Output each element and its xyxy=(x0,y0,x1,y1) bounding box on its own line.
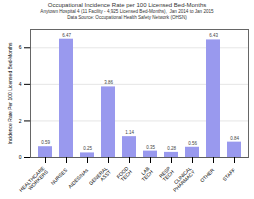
svg-text:0.56: 0.56 xyxy=(188,140,197,145)
svg-text:CLINICALPHARMACY: CLINICALPHARMACY xyxy=(168,164,196,192)
svg-text:0: 0 xyxy=(19,154,22,160)
svg-text:0.35: 0.35 xyxy=(146,144,155,149)
svg-text:6.47: 6.47 xyxy=(62,32,71,37)
svg-text:Incidence Rate Per 100 License: Incidence Rate Per 100 Licensed Bed-Mont… xyxy=(7,42,13,145)
svg-text:0.59: 0.59 xyxy=(41,140,50,145)
svg-text:HEALTHCAREWORKERS: HEALTHCAREWORKERS xyxy=(18,164,50,196)
svg-text:AIDES/NAs: AIDES/NAs xyxy=(67,166,90,189)
svg-text:OTHER: OTHER xyxy=(199,166,216,183)
svg-text:FOODTECH: FOODTECH xyxy=(115,165,133,183)
svg-text:STAFF: STAFF xyxy=(221,167,236,182)
svg-text:0.84: 0.84 xyxy=(230,135,239,140)
svg-text:1.14: 1.14 xyxy=(125,130,134,135)
svg-text:0.25: 0.25 xyxy=(83,146,92,151)
svg-text:GENERALASST: GENERALASST xyxy=(87,165,112,190)
svg-text:4: 4 xyxy=(19,81,22,87)
svg-text:6.43: 6.43 xyxy=(209,33,218,38)
svg-text:2: 2 xyxy=(19,117,22,123)
svg-text:6: 6 xyxy=(19,44,22,50)
svg-text:0.28: 0.28 xyxy=(167,145,176,150)
svg-text:NURSES: NURSES xyxy=(49,166,68,185)
svg-text:LABTECH: LABTECH xyxy=(137,164,155,182)
svg-text:3.86: 3.86 xyxy=(104,80,113,85)
